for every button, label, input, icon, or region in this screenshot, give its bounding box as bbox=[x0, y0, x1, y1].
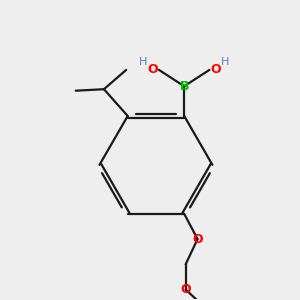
Text: H: H bbox=[139, 57, 147, 67]
Text: O: O bbox=[192, 232, 203, 245]
Text: H: H bbox=[221, 57, 230, 67]
Text: O: O bbox=[211, 63, 221, 76]
Text: O: O bbox=[147, 63, 158, 76]
Text: B: B bbox=[179, 80, 189, 93]
Text: O: O bbox=[180, 283, 191, 296]
